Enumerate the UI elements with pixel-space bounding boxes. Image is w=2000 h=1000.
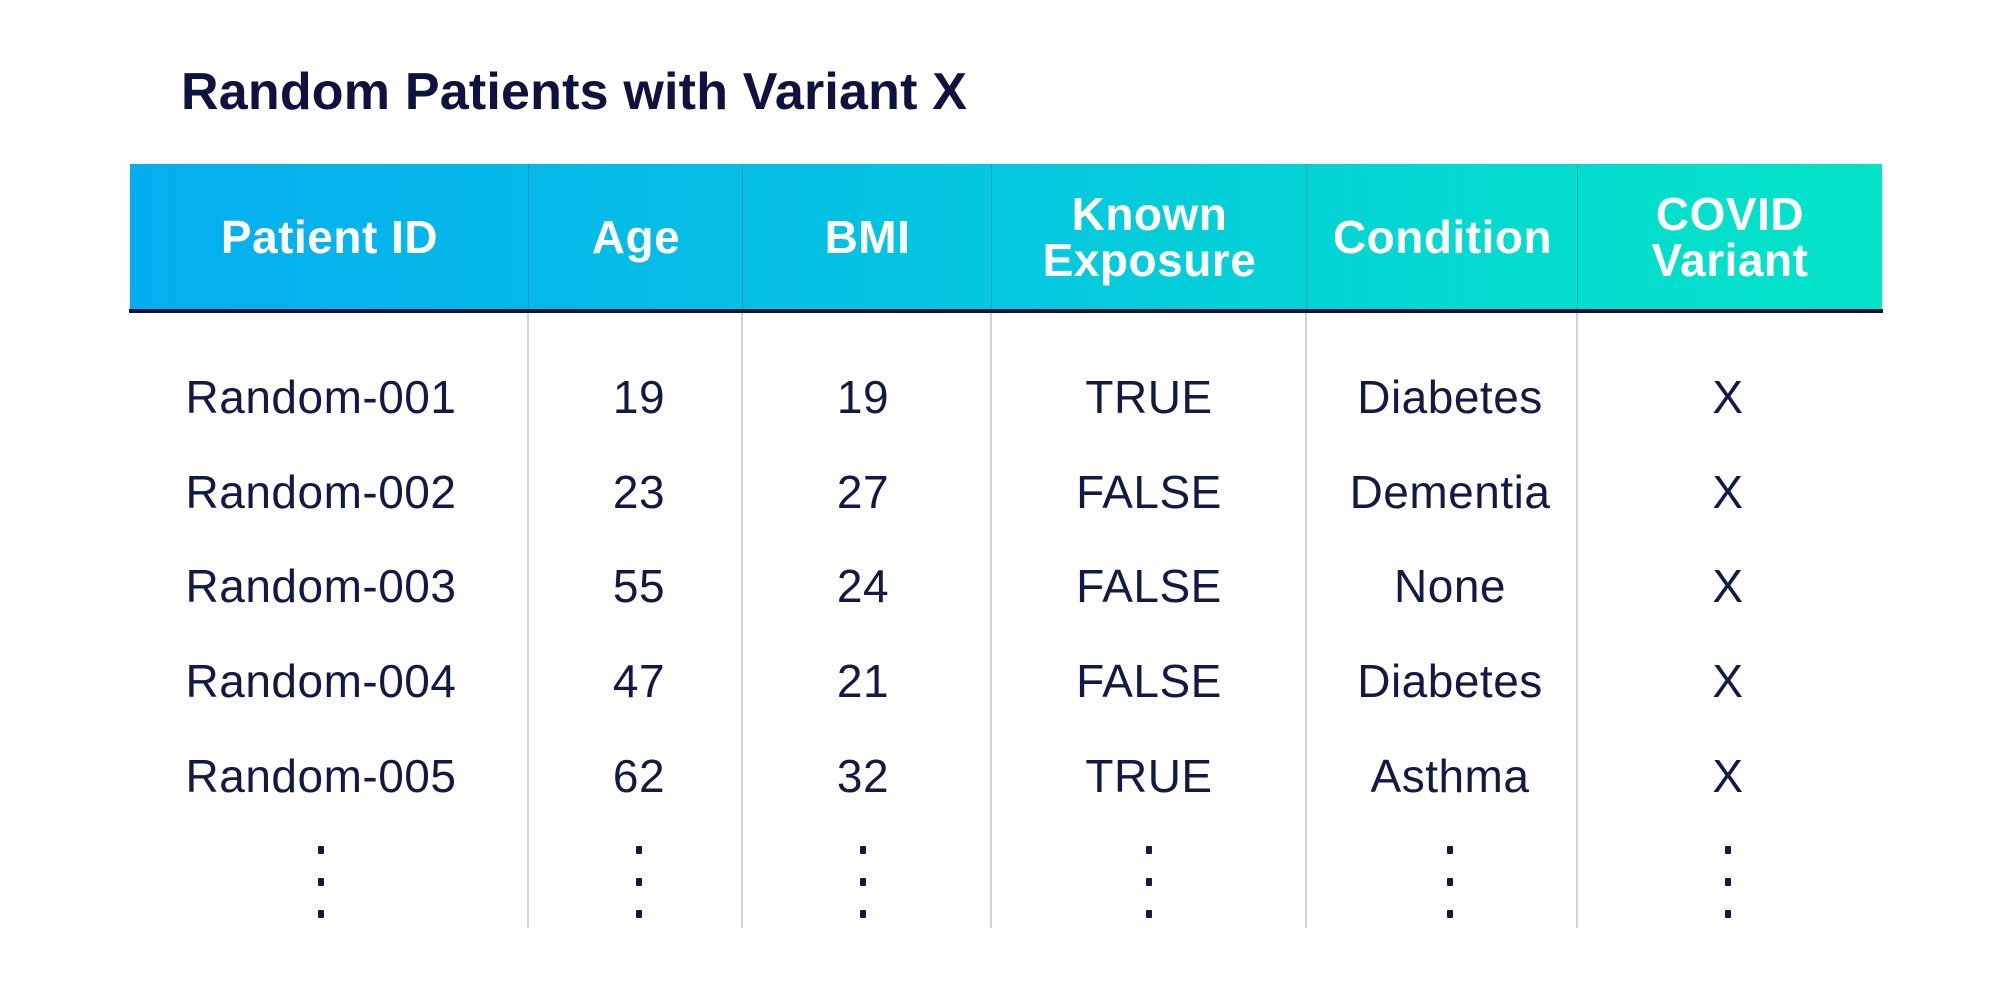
cell-covid-variant: X [1712, 750, 1744, 802]
cell-known-exposure: FALSE [1076, 560, 1222, 612]
cell-condition: Dementia [1349, 466, 1551, 518]
cell-patient-id: Random-005 [185, 750, 457, 802]
vertical-ellipsis-icon [1723, 846, 1733, 918]
cell-age: 23 [612, 466, 666, 518]
vertical-ellipsis-icon [634, 846, 644, 918]
cell-condition: Diabetes [1357, 655, 1543, 707]
cell-bmi: 32 [836, 750, 890, 802]
header-patient-id: Patient ID [130, 164, 529, 309]
cell-covid-variant: X [1712, 371, 1744, 423]
table-header-row: Patient ID Age BMI Known Exposure Condit… [130, 164, 1882, 309]
header-rule [129, 309, 1883, 313]
cell-condition: Asthma [1370, 750, 1530, 802]
column-divider [990, 313, 992, 928]
cell-condition: Diabetes [1357, 371, 1543, 423]
header-line: Patient ID [220, 210, 439, 263]
header-divider [742, 164, 743, 309]
cell-bmi: 19 [836, 371, 890, 423]
cell-condition: None [1394, 560, 1506, 612]
vertical-ellipsis-icon [1144, 846, 1154, 918]
cell-known-exposure: TRUE [1085, 371, 1213, 423]
header-divider [1306, 164, 1307, 309]
header-condition: Condition [1307, 164, 1578, 309]
cell-known-exposure: TRUE [1085, 750, 1213, 802]
cell-patient-id: Random-001 [185, 371, 457, 423]
cell-known-exposure: FALSE [1076, 466, 1222, 518]
header-bmi: BMI [743, 164, 992, 309]
header-line: Condition [1332, 210, 1553, 263]
cell-age: 55 [612, 560, 666, 612]
header-divider [1577, 164, 1578, 309]
column-divider [741, 313, 743, 928]
cell-covid-variant: X [1712, 560, 1744, 612]
cell-patient-id: Random-004 [185, 655, 457, 707]
header-known-exposure: Known Exposure [992, 164, 1307, 309]
cell-known-exposure: FALSE [1076, 655, 1222, 707]
cell-age: 62 [612, 750, 666, 802]
header-divider [528, 164, 529, 309]
cell-bmi: 24 [836, 560, 890, 612]
cell-bmi: 27 [836, 466, 890, 518]
header-covid-variant: COVID Variant [1578, 164, 1882, 309]
cell-patient-id: Random-003 [185, 560, 457, 612]
header-line: Exposure [1042, 233, 1257, 286]
header-age: Age [529, 164, 743, 309]
header-line: COVID [1655, 187, 1805, 240]
vertical-ellipsis-icon [858, 846, 868, 918]
column-divider [527, 313, 529, 928]
header-line: Variant [1651, 233, 1809, 286]
page-title: Random Patients with Variant X [181, 63, 968, 121]
vertical-ellipsis-icon [316, 846, 326, 918]
cell-age: 47 [612, 655, 666, 707]
header-line: Age [591, 210, 681, 263]
column-divider [1305, 313, 1307, 928]
vertical-ellipsis-icon [1445, 846, 1455, 918]
cell-covid-variant: X [1712, 466, 1744, 518]
cell-patient-id: Random-002 [185, 466, 457, 518]
cell-age: 19 [612, 371, 666, 423]
header-line: Known [1071, 187, 1228, 240]
column-divider [1576, 313, 1578, 928]
patients-table: Patient ID Age BMI Known Exposure Condit… [129, 164, 1883, 928]
header-divider [991, 164, 992, 309]
cell-covid-variant: X [1712, 655, 1744, 707]
cell-bmi: 21 [836, 655, 890, 707]
header-line: BMI [824, 210, 911, 263]
